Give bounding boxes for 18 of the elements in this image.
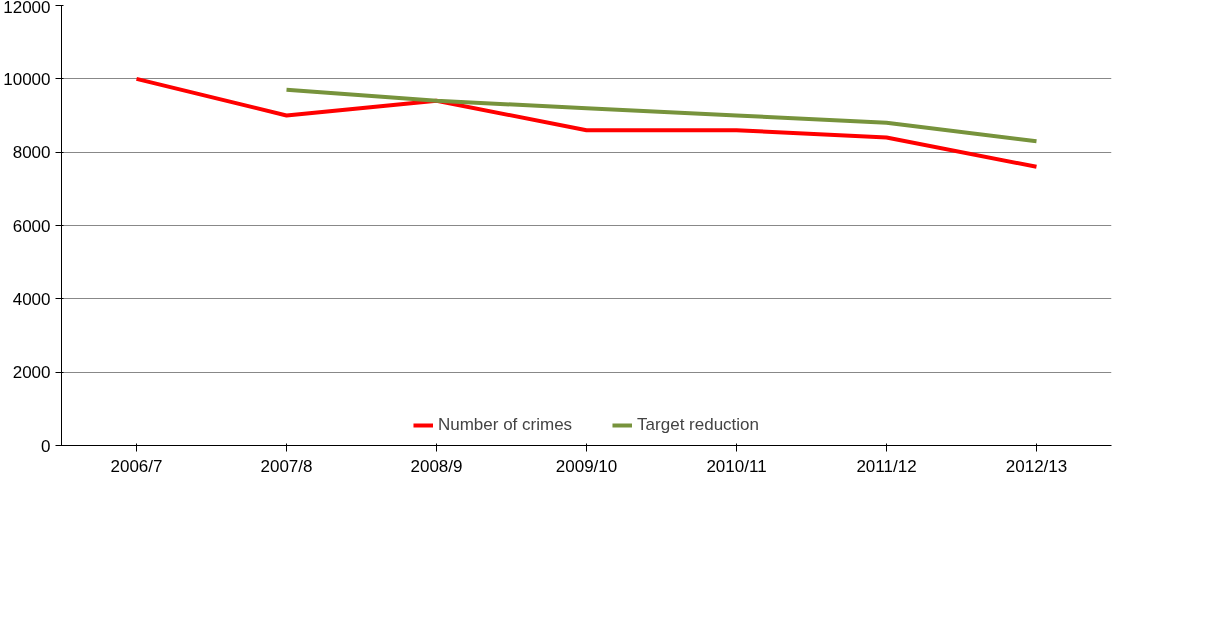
x-tick-label: 2006/7 bbox=[110, 456, 163, 476]
x-tick-label: 2009/10 bbox=[555, 456, 618, 476]
y-tick-label: 12000 bbox=[3, 0, 51, 17]
legend-label: Target reduction bbox=[637, 415, 760, 435]
x-tick-label: 2011/12 bbox=[856, 456, 917, 476]
legend-label: Number of crimes bbox=[437, 415, 573, 435]
y-tick-label: 10000 bbox=[3, 69, 51, 89]
y-tick-label: 0 bbox=[41, 436, 51, 456]
y-tick-label: 8000 bbox=[12, 143, 51, 163]
x-tick-label: 2007/8 bbox=[260, 456, 313, 476]
line-series bbox=[134, 76, 1039, 169]
x-tick-label: 2012/13 bbox=[1005, 456, 1068, 476]
y-tick-label: 2000 bbox=[12, 363, 51, 383]
y-tick-label: 6000 bbox=[12, 216, 51, 236]
x-tick-label: 2008/9 bbox=[410, 456, 463, 476]
x-tick-label: 2010/11 bbox=[706, 456, 767, 476]
y-tick-label: 4000 bbox=[12, 289, 51, 309]
line-series bbox=[284, 87, 1039, 144]
